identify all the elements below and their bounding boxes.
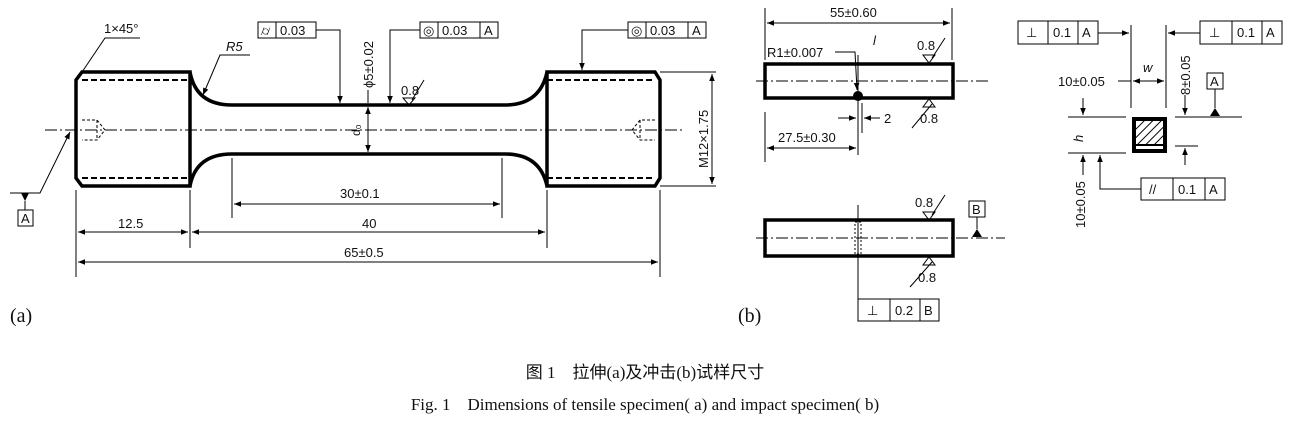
notch-width-label: 2: [884, 111, 891, 126]
width-dim-label: 10±0.05: [1058, 74, 1105, 89]
svg-text:0.8: 0.8: [915, 195, 933, 210]
thread-label: M12×1.75: [696, 110, 711, 168]
caption-zh: 图 1 拉伸(a)及冲击(b)试样尺寸: [526, 363, 764, 382]
svg-text://: //: [1149, 182, 1157, 197]
tolerance-frame-top-left: ⊥ 0.1 A: [1017, 20, 1129, 45]
svg-text:0.8: 0.8: [920, 111, 938, 126]
notch-radius-label: R1±0.007: [767, 45, 823, 60]
width-label: w: [1143, 60, 1154, 75]
svg-text:0.1: 0.1: [1237, 25, 1255, 40]
height-label: h: [1071, 135, 1086, 142]
shoulder-length-label: 12.5: [118, 216, 143, 231]
caption-en: Fig. 1 Dimensions of tensile specimen( a…: [411, 395, 879, 414]
roughness-label: 0.8: [401, 83, 419, 98]
svg-text:⊥: ⊥: [1209, 25, 1220, 40]
tolerance-frame-parallel: // 0.1 A: [1097, 155, 1226, 201]
datum-b-label: B: [972, 202, 981, 217]
length-label: 55±0.60: [830, 5, 877, 20]
svg-text:0.1: 0.1: [1053, 25, 1071, 40]
svg-text:B: B: [924, 303, 933, 318]
tolerance-frame-mid: ◎ 0.03 A: [387, 21, 499, 103]
svg-text:⌭: ⌭: [261, 23, 271, 38]
svg-text:A: A: [1209, 182, 1218, 197]
svg-text:⊥: ⊥: [1026, 25, 1037, 40]
svg-text:0.1: 0.1: [1178, 182, 1196, 197]
tolerance-frame-right: ◎ 0.03 A: [579, 21, 707, 70]
total-length-label: 65±0.5: [344, 245, 384, 260]
svg-text:0.8: 0.8: [917, 38, 935, 53]
tolerance-frame-left: ⌭ 0.03: [257, 21, 343, 103]
height-dim-label: 10±0.05: [1073, 181, 1088, 228]
diameter-label: ϕ5±0.02: [361, 41, 376, 88]
tolerance-frame-top-right: ⊥ 0.1 A: [1168, 20, 1283, 45]
specimen-outline: [74, 70, 662, 188]
svg-text:0.8: 0.8: [918, 270, 936, 285]
svg-text:◎: ◎: [423, 23, 434, 38]
datum-a-b-label: A: [1210, 74, 1219, 89]
datum-a-label: A: [21, 211, 30, 226]
svg-text:0.03: 0.03: [442, 23, 467, 38]
notch-depth-label: 8±0.05: [1178, 55, 1193, 95]
tensile-specimen: 1×45° R5 ⌭ 0.03 ◎ 0.03 A ◎ 0.03 A ϕ5±0.0…: [10, 21, 716, 327]
svg-text:⊥: ⊥: [867, 303, 878, 318]
svg-text:A: A: [484, 23, 493, 38]
fillet-radius-label: R5: [226, 39, 243, 54]
tolerance-frame-perpendicular-b: ⊥ 0.2 B: [857, 298, 940, 322]
svg-text:0.2: 0.2: [895, 303, 913, 318]
svg-text:A: A: [1082, 25, 1091, 40]
d0-label: d₀: [349, 124, 363, 136]
l-label: l: [873, 33, 877, 48]
svg-text:0.03: 0.03: [650, 23, 675, 38]
parallel-length-label: 40: [362, 216, 376, 231]
svg-text:A: A: [1266, 25, 1275, 40]
figure-a-label: (a): [10, 305, 32, 327]
impact-specimen: 55±0.60 R1±0.007 l 0.8 0.8 2 27.5±0.30 0…: [738, 5, 1283, 327]
svg-text:0.03: 0.03: [280, 23, 305, 38]
notch-position-label: 27.5±0.30: [778, 130, 836, 145]
specimen-top-view: [763, 218, 955, 258]
svg-text:◎: ◎: [631, 23, 642, 38]
gauge-length-label: 30±0.1: [340, 186, 380, 201]
chamfer-label: 1×45°: [104, 21, 138, 36]
svg-text:A: A: [692, 23, 701, 38]
figure-b-label: (b): [738, 305, 761, 327]
